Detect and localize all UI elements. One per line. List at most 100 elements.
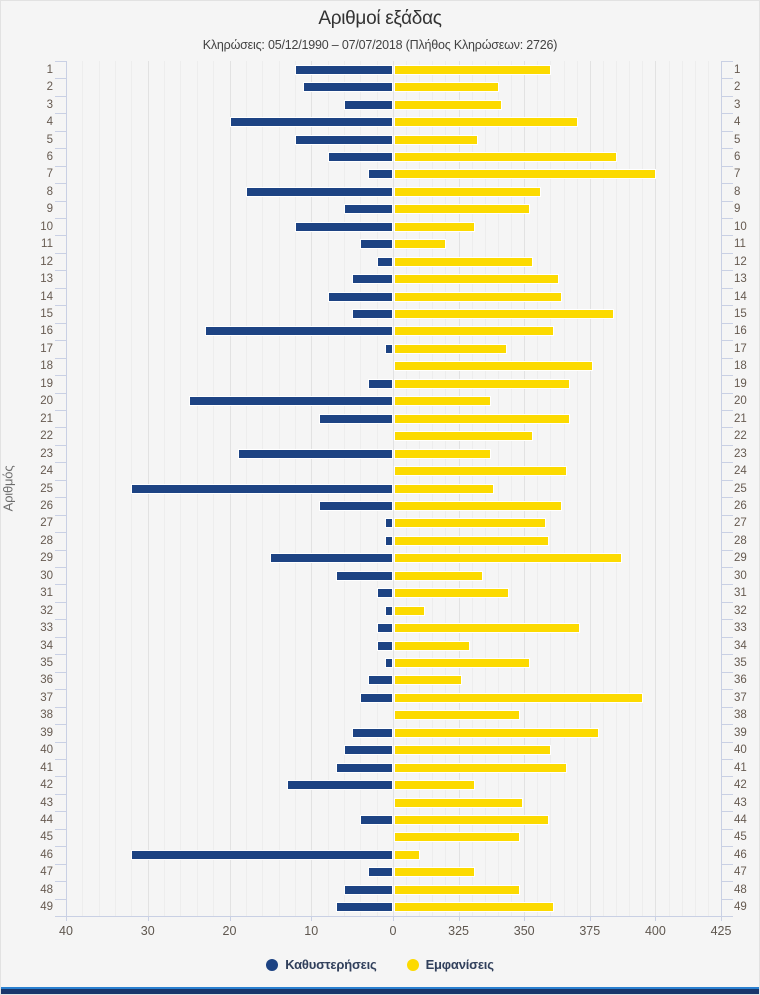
category-label-right: 45 [734, 831, 747, 844]
appearance-bar[interactable] [394, 274, 560, 285]
appearance-bar[interactable] [394, 867, 476, 878]
appearance-bar[interactable] [394, 710, 520, 721]
delay-bar[interactable] [376, 588, 393, 599]
delay-bar[interactable] [360, 239, 393, 250]
appearance-bar[interactable] [394, 832, 520, 843]
delay-bar[interactable] [131, 849, 393, 860]
appearance-bar[interactable] [394, 256, 534, 267]
appearance-bar[interactable] [394, 134, 478, 145]
appearance-bar[interactable] [394, 378, 570, 389]
category-label-right: 14 [734, 290, 747, 303]
appearance-bar[interactable] [394, 762, 568, 773]
delay-bar[interactable] [270, 553, 393, 564]
delay-bar[interactable] [204, 326, 393, 337]
appearance-bar[interactable] [394, 675, 463, 686]
delay-bar[interactable] [245, 186, 393, 197]
delay-bar[interactable] [376, 256, 393, 267]
delay-bar[interactable] [384, 657, 393, 668]
appearance-bar[interactable] [394, 605, 426, 616]
appearance-bar[interactable] [394, 902, 555, 913]
delay-bar[interactable] [360, 815, 393, 826]
delay-bar[interactable] [319, 500, 393, 511]
appearance-bar[interactable] [394, 640, 471, 651]
delay-bar[interactable] [294, 134, 393, 145]
appearance-bar[interactable] [394, 221, 476, 232]
delay-bar[interactable] [352, 274, 393, 285]
appearance-bar[interactable] [394, 727, 599, 738]
appearance-bar[interactable] [394, 326, 555, 337]
appearance-bar[interactable] [394, 309, 615, 319]
delay-bar[interactable] [335, 902, 393, 913]
appearance-bar[interactable] [394, 448, 492, 459]
delay-bar[interactable] [376, 623, 393, 634]
appearance-bar[interactable] [394, 780, 476, 791]
delay-bar[interactable] [343, 745, 393, 756]
appearance-bar[interactable] [394, 82, 499, 93]
category-tick [722, 811, 733, 813]
appearance-bar[interactable] [394, 117, 578, 128]
delay-bar[interactable] [286, 780, 393, 791]
appearance-bar[interactable] [394, 186, 541, 197]
appearance-bar[interactable] [394, 204, 531, 215]
category-label-left: 20 [40, 395, 53, 408]
legend-item-appearances[interactable]: Εμφανίσεις [406, 957, 494, 972]
delay-bar[interactable] [376, 640, 393, 651]
delay-bar[interactable] [352, 309, 393, 319]
appearance-bar[interactable] [394, 815, 549, 826]
appearance-bar[interactable] [394, 849, 421, 860]
delay-bar[interactable] [368, 867, 393, 878]
appearance-bar[interactable] [394, 553, 623, 564]
appearance-bar[interactable] [394, 291, 562, 302]
appearance-bar[interactable] [394, 361, 594, 372]
delay-bar[interactable] [327, 151, 393, 162]
appearance-bar[interactable] [394, 169, 657, 180]
delay-bar[interactable] [343, 204, 393, 215]
delay-bar[interactable] [327, 291, 393, 302]
appearance-bar[interactable] [394, 466, 568, 477]
delay-bar[interactable] [343, 884, 393, 895]
appearance-bar[interactable] [394, 535, 549, 546]
appearance-bar[interactable] [394, 692, 644, 703]
appearance-bar[interactable] [394, 483, 494, 494]
delay-bar[interactable] [319, 413, 393, 424]
delay-bar[interactable] [131, 483, 393, 494]
appearance-bar[interactable] [394, 413, 570, 424]
x-axis-tick [721, 916, 722, 921]
delay-bar[interactable] [237, 448, 393, 459]
appearance-bar[interactable] [394, 239, 447, 250]
appearance-bar[interactable] [394, 431, 534, 442]
appearance-bar[interactable] [394, 64, 552, 75]
delay-bar[interactable] [343, 99, 393, 110]
appearance-bar[interactable] [394, 518, 547, 529]
appearance-bar[interactable] [394, 588, 510, 599]
delay-bar[interactable] [360, 692, 393, 703]
delay-bar[interactable] [303, 82, 393, 93]
delay-bar[interactable] [335, 570, 393, 581]
delay-bar[interactable] [384, 343, 393, 354]
delay-bar[interactable] [384, 605, 393, 616]
delay-bar[interactable] [335, 762, 393, 773]
delay-bar[interactable] [188, 396, 393, 407]
category-label-left: 41 [40, 761, 53, 774]
delay-bar[interactable] [294, 221, 393, 232]
appearance-bar[interactable] [394, 745, 552, 756]
delay-bar[interactable] [294, 64, 393, 75]
appearance-bar[interactable] [394, 570, 484, 581]
appearance-bar[interactable] [394, 99, 502, 110]
delay-bar[interactable] [352, 727, 393, 738]
legend-item-delays[interactable]: Καθυστερήσεις [266, 957, 377, 972]
delay-bar[interactable] [368, 378, 393, 389]
appearance-bar[interactable] [394, 396, 492, 407]
appearance-bar[interactable] [394, 500, 562, 511]
appearance-bar[interactable] [394, 884, 520, 895]
delay-bar[interactable] [384, 518, 393, 529]
appearance-bar[interactable] [394, 797, 523, 808]
appearance-bar[interactable] [394, 623, 581, 634]
appearance-bar[interactable] [394, 151, 618, 162]
appearance-bar[interactable] [394, 343, 507, 354]
delay-bar[interactable] [368, 675, 393, 686]
delay-bar[interactable] [384, 535, 393, 546]
delay-bar[interactable] [368, 169, 393, 180]
delay-bar[interactable] [229, 117, 393, 128]
appearance-bar[interactable] [394, 657, 531, 668]
